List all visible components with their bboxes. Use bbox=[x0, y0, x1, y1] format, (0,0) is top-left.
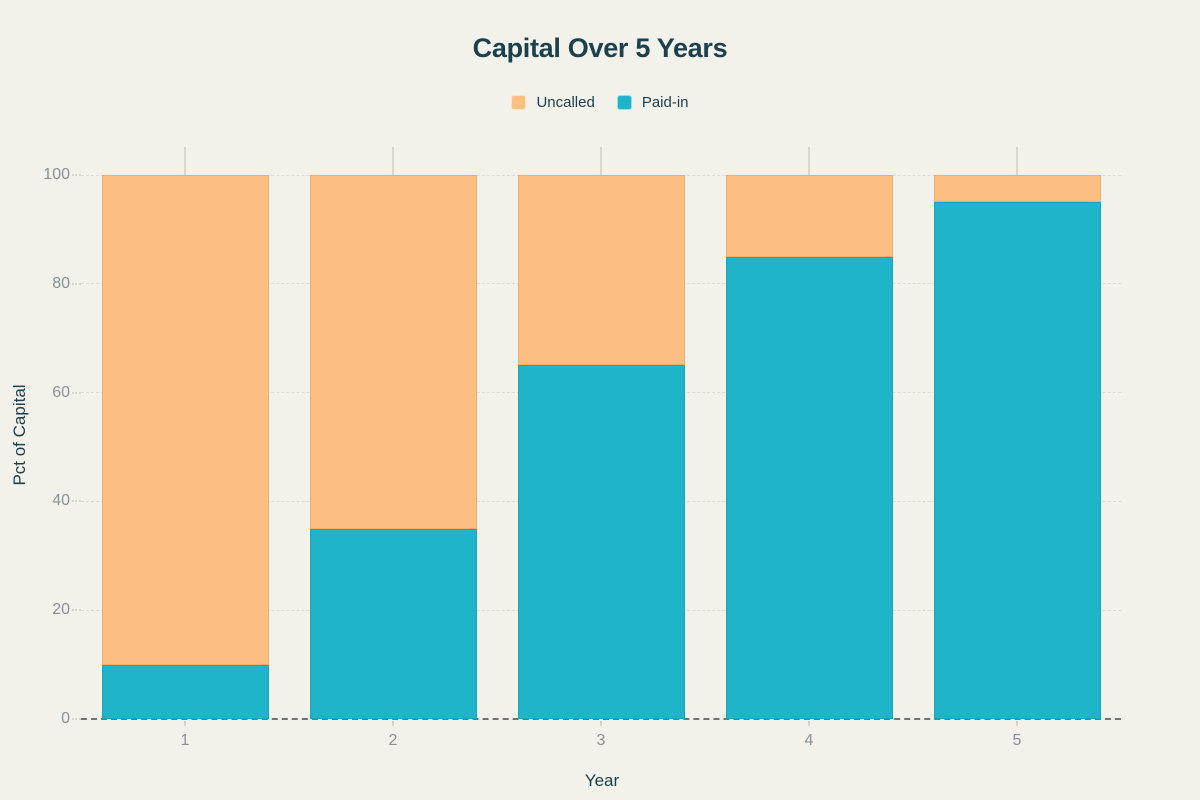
gridline-x-4 bbox=[808, 147, 810, 175]
y-tick-40 bbox=[72, 500, 81, 503]
y-tick-100 bbox=[72, 174, 81, 176]
legend: Uncalled Paid-in bbox=[0, 94, 1200, 111]
legend-label-paid-in: Paid-in bbox=[641, 94, 689, 111]
legend-swatch-paid-in bbox=[616, 95, 632, 110]
legend-label-uncalled: Uncalled bbox=[536, 94, 595, 111]
x-tick-1 bbox=[184, 721, 186, 726]
x-tick-label-1: 1 bbox=[180, 732, 190, 749]
bar-1-uncalled bbox=[101, 175, 269, 665]
x-tick-label-2: 2 bbox=[388, 732, 398, 749]
x-tick-label-4: 4 bbox=[804, 732, 814, 749]
x-tick-label-3: 3 bbox=[596, 732, 606, 749]
y-tick-60 bbox=[72, 391, 81, 394]
y-tick-80 bbox=[72, 282, 81, 285]
gridline-x-2 bbox=[392, 147, 394, 175]
bar-4-uncalled bbox=[725, 175, 893, 257]
gridline-x-5 bbox=[1016, 147, 1018, 175]
bar-1-paid-in bbox=[101, 664, 269, 719]
x-tick-3 bbox=[600, 721, 602, 726]
x-axis-title: Year bbox=[584, 771, 620, 790]
bar-5-paid-in bbox=[933, 202, 1101, 719]
legend-item-paid-in: Paid-in bbox=[616, 94, 689, 111]
legend-swatch-uncalled bbox=[511, 95, 527, 110]
x-tick-2 bbox=[392, 721, 394, 726]
bar-2-paid-in bbox=[309, 528, 477, 719]
bar-2-uncalled bbox=[309, 175, 477, 529]
bar-4-paid-in bbox=[725, 256, 893, 719]
y-tick-label-80: 80 bbox=[52, 274, 70, 292]
bar-3-uncalled bbox=[517, 175, 685, 366]
gridline-x-3 bbox=[600, 147, 602, 175]
y-tick-label-20: 20 bbox=[52, 601, 70, 619]
y-tick-label-60: 60 bbox=[52, 383, 70, 401]
x-tick-4 bbox=[808, 721, 810, 726]
y-tick-0 bbox=[72, 718, 81, 720]
x-axis-line bbox=[81, 718, 1121, 720]
legend-item-uncalled: Uncalled bbox=[511, 94, 595, 111]
bar-5-uncalled bbox=[933, 175, 1101, 203]
y-axis-title: Pct of Capital bbox=[10, 384, 29, 486]
y-tick-label-40: 40 bbox=[52, 492, 70, 510]
x-tick-label-5: 5 bbox=[1012, 732, 1022, 749]
gridline-x-1 bbox=[184, 147, 186, 175]
bar-3-paid-in bbox=[517, 365, 685, 719]
chart-title: Capital Over 5 Years bbox=[472, 33, 728, 63]
y-tick-20 bbox=[72, 609, 81, 612]
y-tick-label-0: 0 bbox=[61, 710, 70, 727]
y-tick-label-100: 100 bbox=[43, 166, 70, 183]
x-tick-5 bbox=[1016, 721, 1018, 726]
